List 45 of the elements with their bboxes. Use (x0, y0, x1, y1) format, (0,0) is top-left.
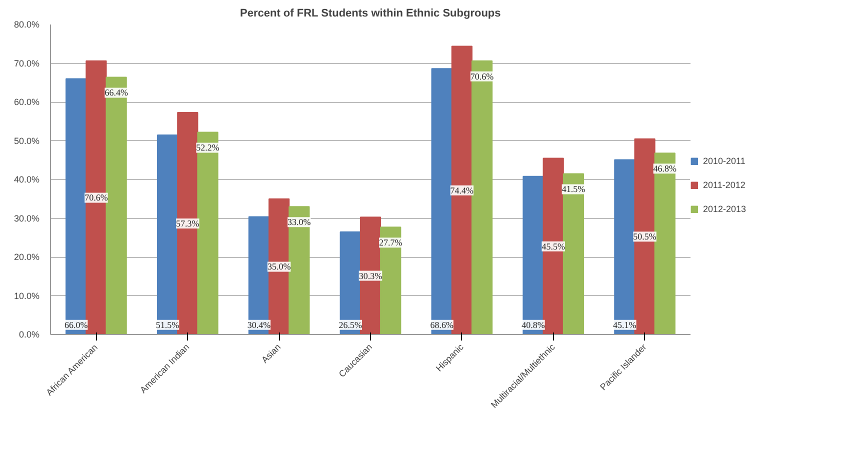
legend-label: 2010-2011 (703, 156, 746, 166)
bar (522, 176, 544, 334)
bar (156, 134, 178, 334)
bar (634, 138, 656, 334)
data-label: 40.8% (522, 320, 546, 330)
y-tick-label: 40.0% (14, 174, 40, 184)
bar (197, 132, 218, 334)
y-tick-label: 0.0% (18, 330, 40, 340)
data-label: 33.0% (288, 217, 312, 228)
data-label: 35.0% (267, 262, 292, 272)
bar (177, 112, 198, 334)
bar (654, 152, 676, 334)
bar (431, 68, 452, 334)
data-label: 57.3% (176, 218, 200, 228)
legend-label: 2011-2012 (703, 180, 746, 190)
data-label: 45.5% (542, 241, 566, 252)
data-label: 50.5% (633, 232, 657, 242)
data-label: 30.3% (358, 270, 383, 281)
legend-label: 2012-2013 (703, 204, 746, 214)
data-label: 45.1% (613, 320, 637, 330)
chart-title: Percent of FRL Students within Ethnic Subgroups (240, 8, 501, 20)
data-label: 26.5% (338, 320, 363, 330)
data-label: 30.4% (247, 320, 272, 330)
y-tick-label: 60.0% (14, 97, 40, 107)
y-tick-label: 30.0% (14, 213, 40, 224)
y-tick-label: 20.0% (14, 252, 40, 262)
bar (288, 206, 310, 334)
data-label: 70.6% (84, 192, 108, 203)
data-label: 68.6% (430, 320, 454, 330)
y-tick-label: 70.0% (14, 58, 40, 68)
y-tick-label: 50.0% (14, 136, 40, 146)
bar (66, 78, 87, 334)
data-label: 66.4% (104, 88, 128, 98)
y-tick-label: 10.0% (14, 290, 40, 301)
data-label: 41.5% (562, 184, 586, 194)
data-label: 27.7% (378, 238, 403, 248)
data-label: 46.8% (653, 164, 678, 174)
bar (86, 60, 107, 334)
data-label: 70.6% (470, 71, 494, 82)
y-tick-label: 80.0% (14, 20, 40, 30)
data-label: 74.4% (450, 185, 474, 196)
data-label: 52.2% (196, 142, 220, 153)
bar (106, 76, 127, 334)
data-label: 51.5% (156, 320, 180, 330)
data-label: 66.0% (64, 320, 88, 330)
